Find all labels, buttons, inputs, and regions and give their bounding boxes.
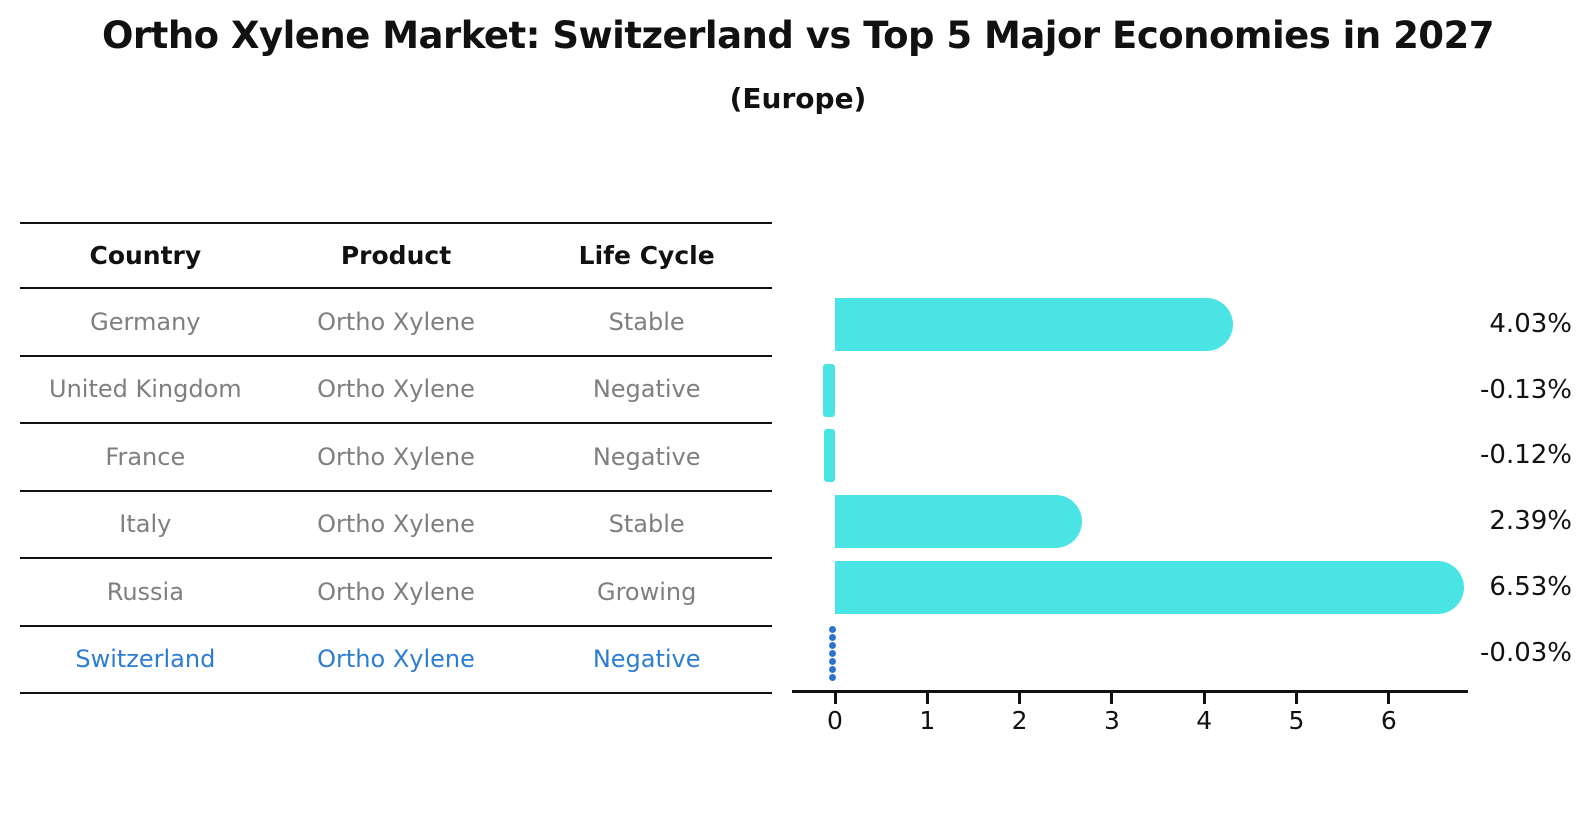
- column-header-life-cycle: Life Cycle: [578, 241, 715, 270]
- x-axis-line: [792, 690, 1468, 693]
- cell-life-cycle: Growing: [596, 577, 697, 606]
- cell-country: Russia: [106, 577, 184, 606]
- table-body: Germany Ortho Xylene Stable United Kingdom O…: [20, 289, 772, 694]
- x-axis-tick-label: 1: [919, 706, 936, 735]
- marker-dot: [828, 649, 836, 657]
- value-label-germany: 4.03%: [1489, 309, 1572, 339]
- column-header-country: Country: [89, 241, 202, 270]
- marker-dot: [828, 641, 836, 649]
- x-axis-tick: [1295, 693, 1298, 704]
- cell-country: Switzerland: [75, 645, 216, 674]
- value-label-italy: 2.39%: [1489, 506, 1572, 536]
- cell-life-cycle: Stable: [608, 307, 685, 336]
- cell-life-cycle: Negative: [592, 375, 701, 404]
- x-axis-tick: [1387, 693, 1391, 704]
- table-row-united-kingdom: United Kingdom Ortho Xylene Negative: [20, 357, 772, 424]
- cell-country: United Kingdom: [49, 375, 242, 404]
- x-axis-tick: [1018, 693, 1022, 704]
- marker-dot: [828, 657, 836, 665]
- cell-life-cycle: Negative: [592, 442, 701, 471]
- bar-italy: [835, 494, 1083, 548]
- cell-product: Ortho Xylene: [317, 307, 475, 336]
- x-axis-tick: [1110, 693, 1114, 704]
- table-row-germany: Germany Ortho Xylene Stable: [20, 289, 772, 357]
- cell-product: Ortho Xylene: [317, 375, 475, 404]
- cell-life-cycle: Negative: [592, 645, 701, 674]
- cell-country: Germany: [90, 307, 201, 336]
- chart-title: Ortho Xylene Market: Switzerland vs Top …: [101, 14, 1495, 57]
- x-axis-tick-label: 4: [1196, 706, 1213, 735]
- column-header-product: Product: [340, 241, 452, 270]
- cell-life-cycle: Stable: [608, 510, 685, 539]
- cell-product: Ortho Xylene: [317, 645, 475, 674]
- x-axis-tick-label: 6: [1380, 706, 1397, 735]
- marker-dot: [828, 665, 836, 673]
- x-axis-tick-label: 2: [1011, 706, 1028, 735]
- comparison-table: Country Product Life Cycle Germany Ortho Xy…: [20, 222, 772, 694]
- cell-product: Ortho Xylene: [317, 442, 475, 471]
- highlight-dotted-marker-switzerland: [828, 625, 836, 681]
- x-axis-tick: [833, 693, 837, 704]
- table-header-row: Country Product Life Cycle: [20, 224, 772, 289]
- bar-france: [823, 428, 835, 482]
- bar-united-kingdom: [823, 363, 835, 417]
- table-row-italy: Italy Ortho Xylene Stable: [20, 492, 772, 559]
- marker-dot: [828, 625, 836, 633]
- x-axis-tick-label: 5: [1288, 706, 1305, 735]
- cell-product: Ortho Xylene: [317, 510, 475, 539]
- value-label-france: -0.12%: [1480, 440, 1572, 470]
- chart-subtitle: (Europe): [729, 82, 867, 115]
- x-axis-tick-label: 0: [827, 706, 843, 735]
- marker-dot: [828, 633, 836, 641]
- bar-germany: [835, 297, 1234, 351]
- cell-country: Italy: [119, 510, 172, 539]
- value-label-switzerland: -0.03%: [1480, 638, 1572, 668]
- value-label-united-kingdom: -0.13%: [1480, 375, 1572, 405]
- table-row-switzerland: Switzerland Ortho Xylene Negative: [20, 627, 772, 694]
- cell-product: Ortho Xylene: [317, 577, 475, 606]
- value-label-russia: 6.53%: [1489, 572, 1572, 602]
- marker-dot: [828, 673, 836, 681]
- bar-russia: [835, 560, 1465, 614]
- x-axis-tick: [1202, 693, 1206, 704]
- x-axis-tick: [925, 693, 929, 704]
- table-row-france: France Ortho Xylene Negative: [20, 424, 772, 492]
- cell-country: France: [105, 442, 186, 471]
- table-row-russia: Russia Ortho Xylene Growing: [20, 559, 772, 627]
- x-axis-tick-label: 3: [1103, 706, 1120, 735]
